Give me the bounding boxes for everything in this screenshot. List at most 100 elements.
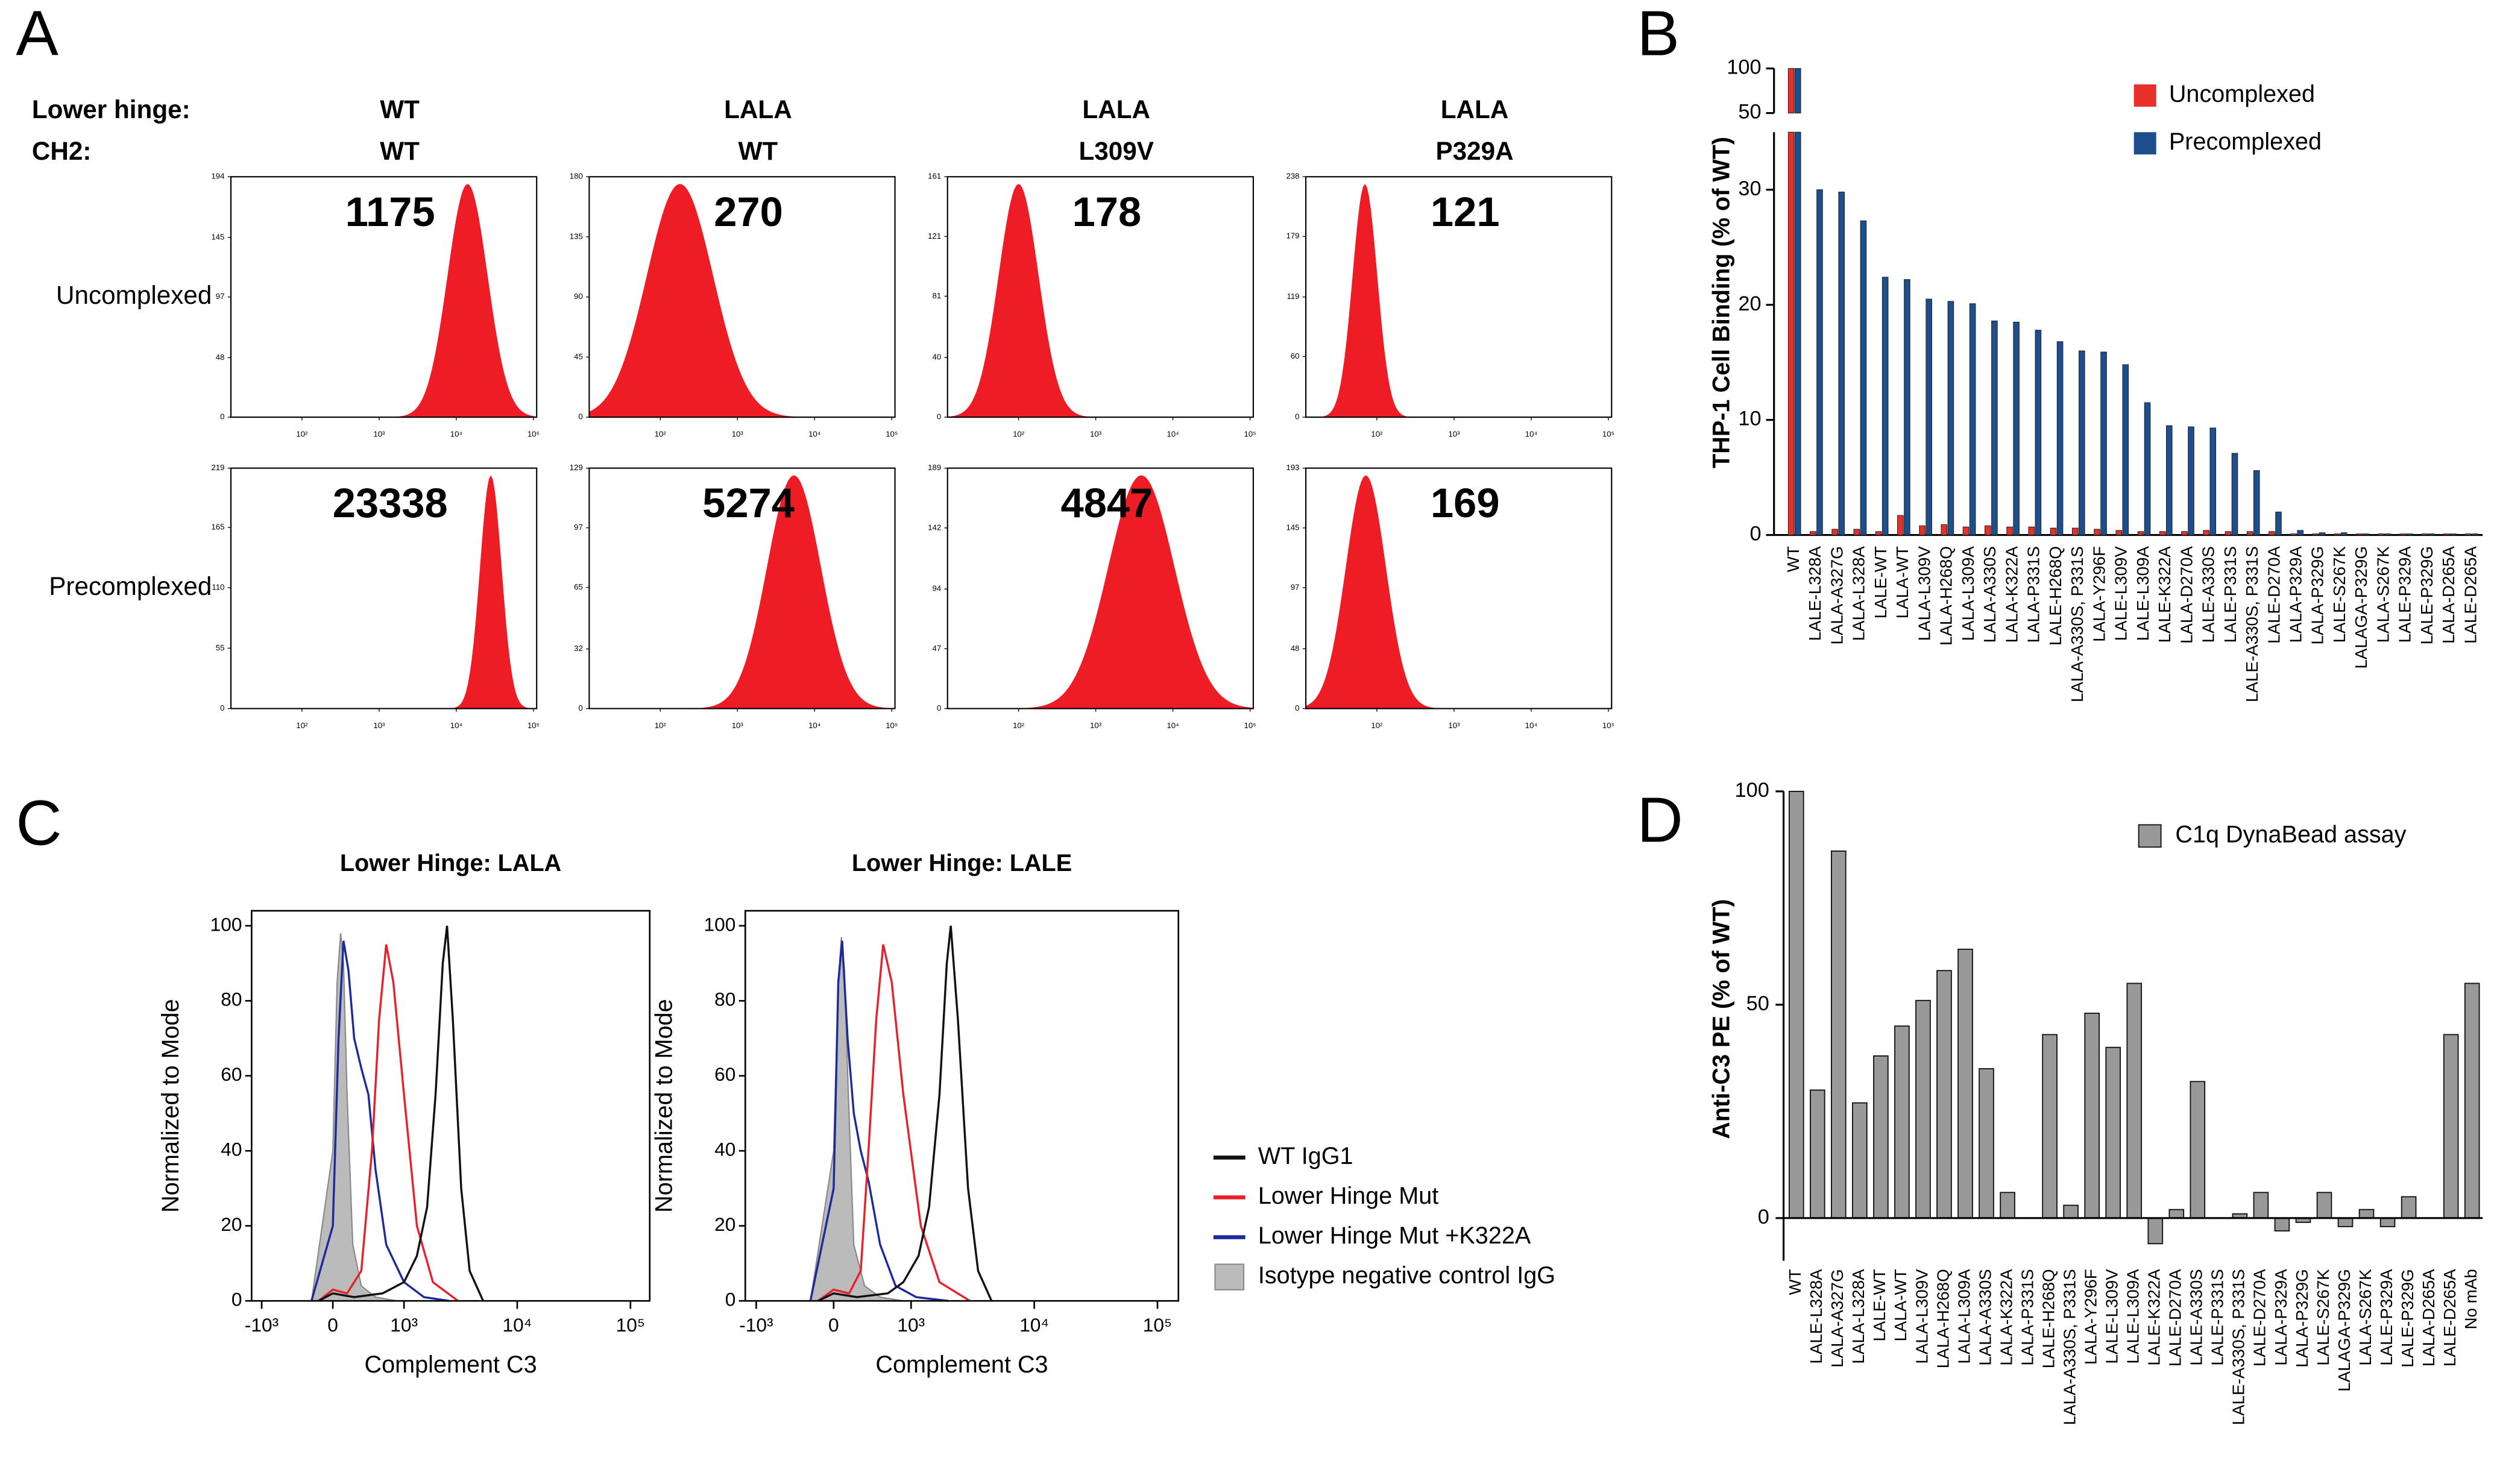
bar bbox=[1915, 999, 1931, 1219]
x-tick-label: LALE-A330S, P331S bbox=[2229, 1269, 2248, 1425]
panel-letter: D bbox=[1637, 784, 1683, 855]
bar bbox=[2028, 526, 2035, 536]
y-tick-label: 60 bbox=[714, 1063, 735, 1085]
y-axis-label: Normalized to Mode bbox=[157, 999, 184, 1212]
x-tick-label: LALE-L328A bbox=[1806, 546, 1824, 641]
y-tick-label: 121 bbox=[928, 231, 941, 241]
y-tick-label: 10 bbox=[1738, 407, 1761, 430]
bar bbox=[2356, 533, 2363, 536]
legend-swatch bbox=[1214, 1263, 1245, 1291]
y-tick-label: 0 bbox=[578, 412, 582, 421]
x-tick-label: LALE-H268Q bbox=[2046, 546, 2065, 646]
bar bbox=[2384, 533, 2391, 536]
x-tick-label: 10² bbox=[655, 430, 667, 439]
column-header: P329A bbox=[1436, 137, 1514, 165]
y-tick-label: 238 bbox=[1286, 172, 1300, 181]
plot-frame bbox=[946, 467, 1254, 709]
y-tick-label: 20 bbox=[221, 1213, 242, 1235]
y-tick-label: 179 bbox=[1286, 231, 1300, 241]
bar bbox=[1788, 790, 1804, 1219]
y-tick-label: 145 bbox=[1286, 523, 1300, 532]
x-tick-label: 10² bbox=[1371, 721, 1383, 730]
plot-frame bbox=[744, 910, 1180, 1302]
bar-upper bbox=[1794, 68, 1801, 114]
x-tick-label: 10³ bbox=[897, 1314, 925, 1336]
y-tick-label: 0 bbox=[937, 412, 941, 421]
x-tick-label: LALA-WT bbox=[1891, 1269, 1910, 1341]
bar bbox=[2159, 531, 2166, 536]
y-tick-label: 180 bbox=[570, 172, 583, 181]
x-tick-label: LALE-WT bbox=[1870, 1269, 1889, 1341]
bar bbox=[1925, 298, 1932, 536]
mfi-value: 4847 bbox=[1061, 480, 1153, 526]
x-tick-label: 0 bbox=[327, 1314, 338, 1336]
bar bbox=[2144, 402, 2151, 536]
y-tick-label: 30 bbox=[1738, 177, 1761, 200]
y-tick-label: 80 bbox=[221, 989, 242, 1010]
y-tick-label: 0 bbox=[220, 703, 224, 712]
x-tick-label: 0 bbox=[828, 1314, 839, 1336]
mfi-value: 23338 bbox=[333, 480, 448, 526]
x-tick-label: 10⁴ bbox=[808, 721, 821, 730]
x-tick-label: 10⁵ bbox=[886, 430, 898, 439]
x-tick-label: LALE-D270A bbox=[2250, 1269, 2269, 1366]
x-tick-label: 10⁴ bbox=[450, 430, 463, 439]
bar bbox=[2465, 533, 2472, 536]
x-tick-label: LALA-A330S, P331S bbox=[2068, 546, 2086, 702]
histogram bbox=[589, 475, 895, 709]
x-tick-label: LALE-P329A bbox=[2377, 1269, 2396, 1366]
y-tick-label: 0 bbox=[1749, 523, 1761, 545]
legend-label: Uncomplexed bbox=[2169, 81, 2315, 107]
x-tick-label: LALA-K322A bbox=[2002, 546, 2021, 643]
y-tick-label: 50 bbox=[1738, 101, 1761, 124]
bar bbox=[2203, 530, 2209, 536]
x-tick-label: WT bbox=[1786, 1269, 1804, 1295]
x-tick-label: LALE-P331S bbox=[2208, 1269, 2227, 1365]
x-tick-label: 10⁴ bbox=[1167, 721, 1179, 730]
y-tick-label: 100 bbox=[704, 913, 736, 935]
x-tick-label: LALA-A327G bbox=[1827, 546, 1846, 644]
chart-title: Lower Hinge: LALE bbox=[852, 850, 1072, 876]
bar bbox=[1838, 192, 1845, 536]
bar bbox=[1894, 1025, 1910, 1219]
y-tick-label: 219 bbox=[211, 463, 224, 472]
bar bbox=[1831, 529, 1838, 536]
bar bbox=[2181, 531, 2188, 536]
histogram bbox=[231, 475, 537, 709]
bar bbox=[2166, 425, 2173, 536]
x-tick-label: 10² bbox=[655, 721, 667, 730]
x-tick-label: LALE-S267K bbox=[2330, 546, 2349, 643]
histogram bbox=[947, 475, 1253, 709]
bar bbox=[2363, 533, 2369, 536]
line bbox=[817, 925, 993, 1302]
chart-title: Lower Hinge: LALA bbox=[340, 850, 561, 876]
x-tick-label: 10³ bbox=[1090, 430, 1102, 439]
x-tick-label: 10³ bbox=[1448, 430, 1460, 439]
y-tick-label: 20 bbox=[714, 1213, 735, 1235]
y-tick-label: 142 bbox=[928, 523, 941, 532]
bar bbox=[2168, 1209, 2185, 1219]
x-tick-label: LALA-S267K bbox=[2356, 1269, 2375, 1366]
y-tick-label: 60 bbox=[1291, 351, 1300, 360]
bar bbox=[2105, 1046, 2121, 1219]
mfi-value: 1175 bbox=[345, 189, 435, 235]
bar bbox=[1957, 948, 1973, 1219]
x-tick-label: 10⁴ bbox=[1525, 430, 1538, 439]
mfi-value: 178 bbox=[1072, 189, 1142, 235]
bar bbox=[2115, 530, 2123, 536]
y-tick-label: 65 bbox=[574, 582, 583, 591]
bar bbox=[2137, 531, 2144, 536]
x-tick-label: 10² bbox=[1013, 721, 1025, 730]
line bbox=[809, 940, 949, 1302]
bar bbox=[2050, 527, 2057, 536]
x-tick-label: LALA-H268Q bbox=[1933, 1269, 1952, 1368]
x-tick-label: 10² bbox=[296, 430, 308, 439]
x-tick-label: 10⁴ bbox=[1167, 430, 1179, 439]
bar bbox=[1810, 531, 1816, 536]
legend-swatch bbox=[2138, 824, 2162, 848]
y-axis-label: Anti-C3 PE (% of WT) bbox=[1708, 899, 1735, 1139]
x-tick-label: 10⁵ bbox=[1602, 721, 1614, 730]
bar bbox=[1969, 303, 1976, 536]
header-label: CH2: bbox=[32, 137, 92, 165]
bar bbox=[2084, 1013, 2100, 1219]
